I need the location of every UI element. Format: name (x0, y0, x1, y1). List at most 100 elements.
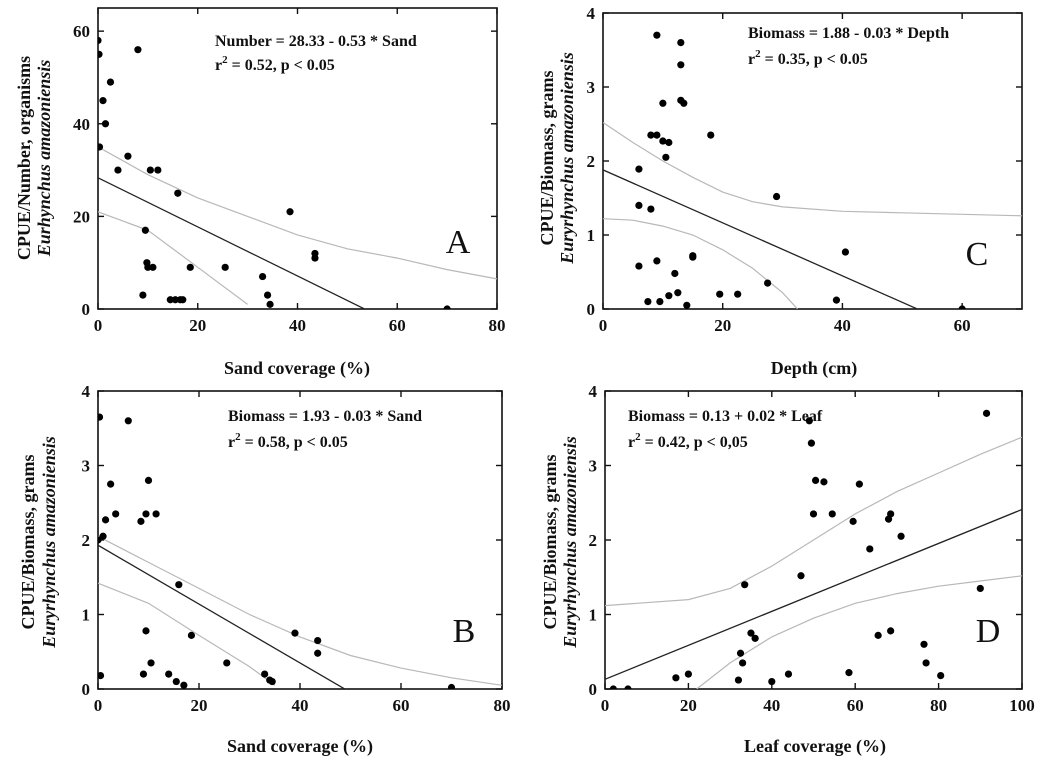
data-point (443, 305, 451, 309)
y-tick-label: 1 (589, 606, 598, 625)
data-point (98, 36, 102, 45)
equation-line2: r2 = 0.52, p < 0.05 (215, 54, 335, 74)
x-axis-label: Sand coverage (%) (224, 358, 370, 379)
data-point (124, 417, 132, 425)
data-point (268, 677, 276, 686)
data-point (707, 131, 715, 139)
confidence-band-lower (603, 218, 798, 309)
data-point (736, 649, 745, 657)
data-point (784, 670, 793, 678)
data-point (689, 253, 697, 261)
data-point (146, 166, 154, 174)
data-point (221, 263, 229, 271)
data-point (811, 476, 820, 484)
data-point (671, 269, 679, 278)
data-point (142, 510, 150, 518)
data-point (291, 629, 299, 637)
equation-line2: r2 = 0.58, p < 0.05 (228, 431, 348, 451)
equation-line1: Number = 28.33 - 0.53 * Sand (215, 33, 417, 50)
data-point (820, 478, 828, 486)
data-point (263, 291, 272, 299)
x-tick-label: 40 (834, 316, 851, 335)
x-tick-label: 20 (191, 696, 208, 715)
data-point (665, 138, 673, 147)
data-point (684, 670, 693, 678)
data-point (807, 439, 816, 447)
confidence-band-lower (98, 582, 276, 686)
data-point (172, 677, 180, 686)
data-point (258, 272, 267, 281)
equation-line2: r2 = 0.35, p < 0.05 (748, 48, 868, 68)
panel-letter: D (976, 613, 1001, 650)
y-tick-label: 4 (587, 4, 596, 23)
equation-line1: Biomass = 0.13 + 0.02 * Leaf (628, 408, 823, 425)
x-tick-label: 80 (489, 316, 506, 335)
equation-line1: Biomass = 1.88 - 0.03 * Depth (748, 25, 949, 42)
data-point (98, 143, 104, 151)
data-point (656, 298, 664, 306)
y-axis-label-line1: CPUE/Number, organisms (14, 56, 34, 260)
data-point (958, 305, 966, 309)
data-point (764, 279, 772, 287)
data-point (897, 532, 905, 540)
confidence-band-upper (98, 535, 502, 686)
data-point (716, 290, 724, 298)
data-point (832, 296, 841, 304)
y-axis-label-line2: Euryrhynchus amazoniensis (560, 436, 580, 649)
y-tick-label: 2 (587, 152, 596, 171)
data-point (261, 670, 269, 678)
data-point (171, 296, 179, 304)
data-point (674, 289, 682, 297)
data-point (139, 670, 148, 678)
regression-line (98, 177, 367, 309)
panel-letter: B (453, 613, 476, 650)
y-tick-label: 2 (589, 531, 598, 550)
data-point (99, 97, 107, 105)
data-point (841, 248, 850, 256)
data-point (922, 659, 930, 667)
panel-d: CPUE/Biomass, grams Euryrhynchus amazoni… (540, 382, 1035, 757)
y-tick-label: 60 (73, 22, 90, 41)
data-point (887, 510, 895, 518)
data-point (107, 480, 115, 488)
data-point (809, 510, 818, 518)
data-point (797, 572, 805, 580)
data-point (976, 584, 984, 593)
x-tick-label: 40 (763, 696, 780, 715)
data-point (734, 676, 743, 684)
x-tick-label: 60 (954, 316, 971, 335)
data-point (677, 61, 685, 69)
data-point (186, 263, 194, 271)
y-tick-label: 0 (587, 300, 596, 319)
x-tick-label: 60 (389, 316, 406, 335)
data-point (624, 685, 632, 689)
y-axis-label-line2: Euryrhynchus amazoniensis (39, 436, 59, 649)
data-point (662, 153, 670, 161)
y-axis-label-line1: CPUE/Biomass, grams (540, 455, 560, 630)
data-point (152, 510, 160, 518)
y-tick-label: 0 (82, 300, 91, 319)
y-tick-label: 4 (589, 382, 598, 401)
x-tick-label: 60 (847, 696, 864, 715)
data-point (680, 99, 688, 107)
confidence-band-upper (98, 146, 497, 280)
data-point (751, 634, 759, 642)
data-point (653, 31, 661, 39)
data-point (112, 510, 120, 518)
y-axis-label-line2: Eurhynchus amazoniensis (34, 60, 54, 258)
data-point (982, 409, 991, 417)
data-point (768, 677, 776, 686)
regression-line (603, 169, 919, 309)
data-point (134, 46, 142, 54)
plot-frame (97, 7, 498, 310)
data-point (175, 581, 183, 589)
data-point (665, 292, 673, 300)
data-point (124, 152, 132, 160)
data-point (739, 659, 747, 667)
data-point (101, 120, 110, 128)
y-axis-label-line2: Euryrhynchus amazoniensis (557, 52, 577, 265)
confidence-band-lower (98, 211, 248, 305)
data-point (174, 189, 182, 197)
x-tick-label: 60 (393, 696, 410, 715)
